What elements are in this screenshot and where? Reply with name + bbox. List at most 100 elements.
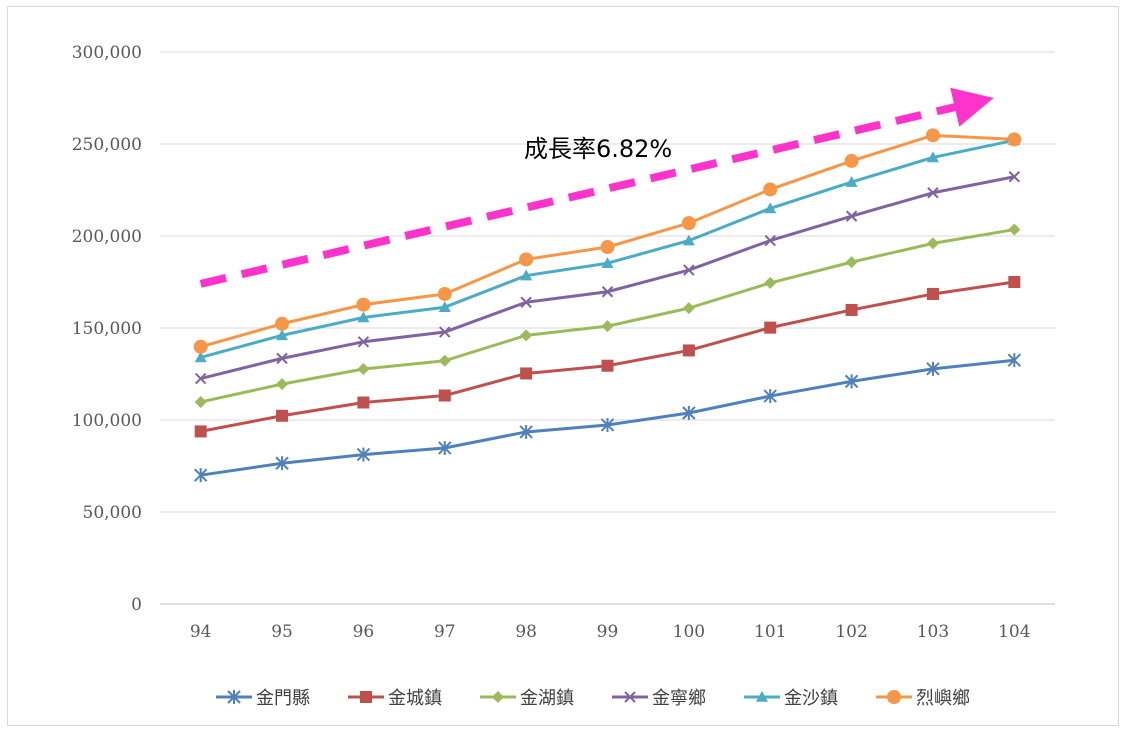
data-point-marker [844, 374, 859, 389]
y-tick-label: 200,000 [72, 227, 142, 247]
y-tick-label: 100,000 [72, 411, 142, 431]
data-point-marker [194, 395, 207, 408]
legend-item: 烈嶼鄉 [876, 688, 970, 709]
data-point-marker [357, 311, 370, 323]
legend-item: 金湖鎮 [480, 688, 574, 709]
data-point-marker [360, 691, 372, 703]
data-point-marker [682, 234, 695, 246]
data-point-marker [764, 202, 777, 214]
series-4 [194, 171, 1021, 385]
legend-label: 烈嶼鄉 [916, 688, 970, 709]
legend-item: 金城鎮 [348, 688, 442, 709]
series-3 [194, 223, 1021, 408]
data-point-marker [1008, 223, 1021, 236]
data-point-marker [763, 389, 777, 404]
data-point-marker [357, 336, 370, 348]
data-point-marker [926, 287, 939, 300]
data-point-marker [887, 690, 901, 704]
data-point-marker [356, 447, 371, 462]
data-point-marker [844, 153, 859, 168]
data-point-marker [276, 409, 289, 422]
data-point-marker [601, 359, 614, 372]
series-1 [193, 353, 1022, 483]
data-point-marker [275, 316, 290, 331]
data-point-marker [1008, 171, 1021, 183]
y-tick-label: 300,000 [72, 43, 142, 63]
data-point-marker [438, 354, 451, 367]
data-point-marker [276, 378, 289, 391]
data-point-marker [357, 363, 370, 376]
data-point-marker [356, 297, 371, 312]
data-point-marker [600, 240, 615, 255]
data-point-marker [600, 417, 615, 432]
data-point-marker [601, 320, 614, 333]
x-tick-label: 96 [353, 622, 375, 642]
data-point-marker [926, 151, 939, 163]
y-tick-label: 0 [131, 595, 142, 615]
data-point-marker [764, 276, 777, 289]
data-point-marker [520, 367, 533, 380]
data-point-marker [682, 302, 695, 315]
data-point-marker [194, 425, 207, 438]
series-2 [194, 276, 1021, 438]
legend-label: 金沙鎮 [784, 688, 838, 709]
legend-label: 金寧鄉 [652, 688, 706, 709]
data-point-marker [519, 252, 534, 267]
data-point-marker [227, 690, 241, 704]
data-point-marker [845, 176, 858, 187]
data-point-marker [927, 187, 939, 199]
data-point-marker [520, 329, 533, 342]
data-point-marker [845, 303, 858, 316]
data-point-marker [756, 691, 768, 702]
data-point-marker [438, 389, 451, 402]
legend: 金門縣 金城鎮 金湖鎮 金寧鄉 金沙鎮 烈嶼鄉 [216, 688, 970, 709]
data-point-marker [926, 237, 939, 250]
legend-label: 金門縣 [256, 688, 310, 709]
data-point-marker [194, 372, 207, 385]
data-point-marker [764, 234, 776, 247]
x-tick-label: 99 [597, 622, 619, 642]
data-point-marker [763, 182, 778, 197]
data-point-marker [438, 301, 451, 313]
y-axis-ticks: 0 50,000 100,000 150,000 200,000 250,000 300,0… [72, 43, 142, 615]
data-point-marker [601, 257, 614, 269]
series-line [200, 175, 1015, 381]
data-point-marker [845, 256, 858, 269]
data-point-marker [439, 326, 451, 338]
data-point-marker [683, 264, 695, 276]
series-line [200, 280, 1015, 433]
x-tick-label: 100 [673, 622, 705, 642]
x-tick-label: 95 [271, 622, 293, 642]
x-tick-label: 101 [754, 622, 786, 642]
y-tick-label: 50,000 [83, 503, 142, 523]
data-point-marker [276, 352, 288, 365]
data-point-marker [1007, 132, 1022, 147]
data-point-marker [520, 296, 532, 308]
legend-item: 金門縣 [216, 688, 310, 709]
data-point-marker [681, 216, 696, 231]
data-point-marker [276, 329, 289, 341]
x-tick-label: 102 [835, 622, 867, 642]
data-point-marker [845, 210, 858, 222]
data-point-marker [193, 339, 208, 354]
data-point-marker [926, 361, 940, 376]
data-point-marker [520, 269, 533, 281]
data-point-marker [193, 468, 208, 483]
data-point-marker [1008, 276, 1021, 288]
legend-label: 金湖鎮 [520, 688, 574, 709]
data-point-marker [925, 128, 940, 143]
data-point-marker [519, 424, 533, 439]
x-axis-ticks: 94 95 96 97 98 99 100 101 102 103 104 [190, 622, 1031, 642]
data-point-marker [275, 456, 289, 471]
data-point-marker [764, 321, 777, 334]
y-tick-label: 150,000 [72, 319, 142, 339]
series-layer [193, 128, 1022, 483]
data-point-marker [492, 691, 504, 703]
data-point-marker [357, 396, 370, 409]
data-point-marker [437, 286, 452, 301]
growth-arrow [199, 87, 994, 288]
growth-rate-annotation: 成長率6.82% [524, 135, 672, 163]
legend-label: 金城鎮 [388, 688, 442, 709]
x-tick-label: 104 [998, 622, 1030, 642]
data-point-marker [682, 344, 695, 357]
